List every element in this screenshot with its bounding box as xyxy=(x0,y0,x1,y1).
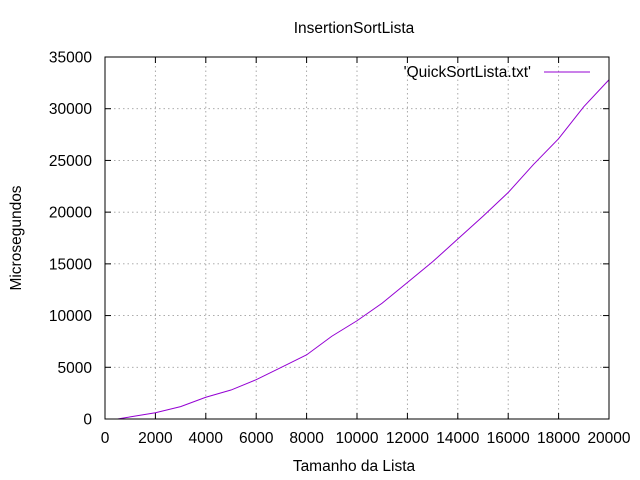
y-tick-label: 20000 xyxy=(49,205,92,222)
y-tick-label: 5000 xyxy=(58,360,93,377)
y-axis-label: Microsegundos xyxy=(8,185,25,290)
x-tick-label: 12000 xyxy=(386,430,429,447)
y-tick-label: 0 xyxy=(83,412,92,429)
y-tick-label: 15000 xyxy=(49,256,92,273)
y-tick-label: 30000 xyxy=(49,101,92,118)
x-tick-label: 18000 xyxy=(537,430,580,447)
legend-label: 'QuickSortLista.txt' xyxy=(404,64,531,81)
y-tick-label: 10000 xyxy=(49,308,92,325)
y-tick-label: 25000 xyxy=(49,153,92,170)
x-tick-label: 14000 xyxy=(436,430,479,447)
x-tick-label: 10000 xyxy=(335,430,378,447)
tick-labels: 0 2000 4000 6000 8000 10000 12000 14000 16000 180… xyxy=(49,50,631,448)
x-tick-label: 6000 xyxy=(239,430,274,447)
x-tick-label: 4000 xyxy=(189,430,224,447)
plot-frame xyxy=(104,56,610,420)
legend: 'QuickSortLista.txt' xyxy=(404,64,590,81)
x-tick-label: 8000 xyxy=(289,430,324,447)
series-line xyxy=(117,79,610,420)
series-layer xyxy=(117,79,610,420)
x-tick-label: 2000 xyxy=(138,430,173,447)
chart-title: InsertionSortLista xyxy=(294,20,415,37)
x-tick-label: 20000 xyxy=(587,430,630,447)
grid xyxy=(105,57,609,419)
y-tick-label: 35000 xyxy=(49,50,92,67)
x-tick-label: 16000 xyxy=(487,430,530,447)
x-tick-label: 0 xyxy=(101,430,110,447)
x-axis-label: Tamanho da Lista xyxy=(293,458,416,475)
